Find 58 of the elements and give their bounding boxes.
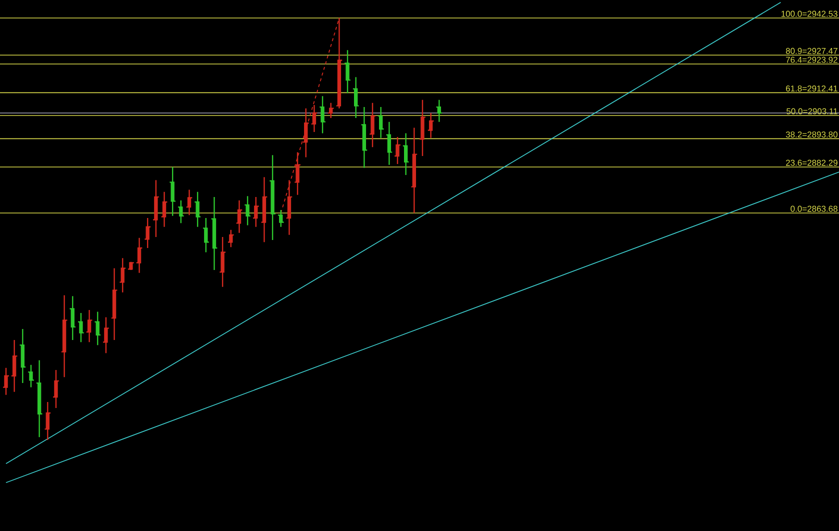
candlestick xyxy=(202,217,210,253)
candlestick xyxy=(427,112,434,138)
annotation: 80.9=2927.47 xyxy=(786,48,838,54)
candlestick xyxy=(227,229,234,248)
candlestick xyxy=(418,99,426,157)
candlestick xyxy=(69,296,76,341)
annotation: 23.6=2882.29 xyxy=(786,160,838,166)
candlestick xyxy=(360,106,368,168)
candlestick xyxy=(310,104,318,133)
candlestick xyxy=(252,196,260,228)
candlestick xyxy=(36,360,43,438)
candlestick xyxy=(244,196,252,226)
candlestick xyxy=(44,401,52,441)
candlestick xyxy=(10,339,18,393)
candlestick xyxy=(236,200,243,234)
candlestick xyxy=(369,102,376,148)
candlestick xyxy=(260,176,268,243)
candlestick xyxy=(294,152,302,196)
candlestick xyxy=(152,179,160,238)
candlestick xyxy=(77,312,84,343)
candlestick xyxy=(127,261,134,271)
candlestick xyxy=(136,237,143,274)
candlestick xyxy=(219,236,226,288)
annotation: 76.4=2923.92 xyxy=(786,56,838,63)
candlestick xyxy=(394,136,402,165)
candlestick xyxy=(177,200,184,224)
candlestick xyxy=(110,268,118,341)
annotation: 38.2=2893.80 xyxy=(786,131,838,138)
candlestick xyxy=(436,99,443,122)
candlestick xyxy=(319,95,326,134)
candlestick xyxy=(327,102,334,119)
candlestick xyxy=(27,364,34,388)
annotation: 0.0=2863.68 xyxy=(790,206,838,212)
text: 100.0=2942.53 xyxy=(781,10,838,17)
candlestick xyxy=(344,49,352,94)
annotation: 61.8=2912.41 xyxy=(786,85,838,92)
candlestick xyxy=(186,189,193,216)
candlestick xyxy=(210,196,218,271)
candlestick xyxy=(60,294,68,378)
candlestick xyxy=(302,108,310,158)
candlestick xyxy=(377,106,384,138)
candlestick xyxy=(94,311,102,346)
candlestick xyxy=(2,367,10,396)
candlestick xyxy=(86,309,93,343)
candlestick xyxy=(410,127,418,214)
candlestick xyxy=(402,132,410,176)
candlestick xyxy=(352,76,360,119)
candlestick xyxy=(269,154,276,241)
candlestick xyxy=(119,258,126,293)
candlestick xyxy=(386,121,393,166)
candlestick xyxy=(277,209,284,228)
candlestick xyxy=(194,191,202,228)
candlestick xyxy=(52,369,60,409)
candlestick xyxy=(144,217,152,249)
candlestick xyxy=(160,191,168,228)
candlestick xyxy=(19,328,26,384)
candlestick xyxy=(169,166,176,217)
candlestick xyxy=(102,316,110,354)
